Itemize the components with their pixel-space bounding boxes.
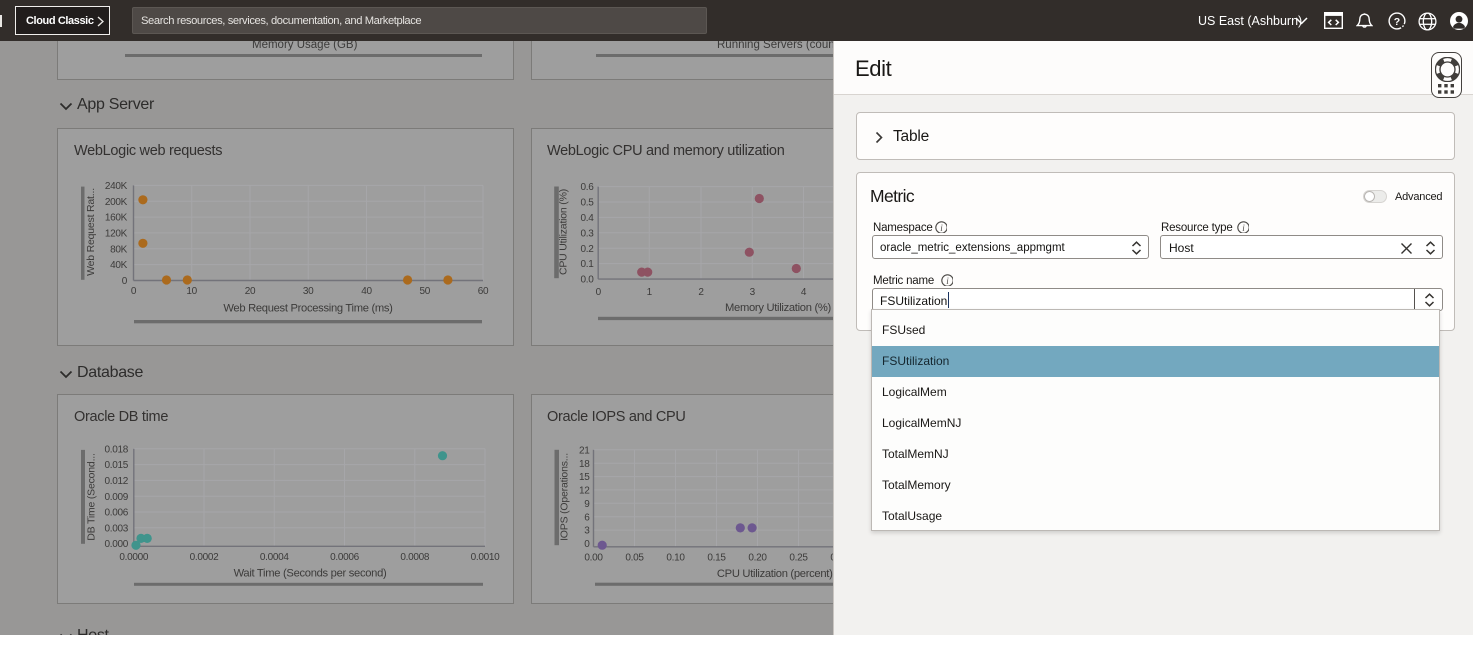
svg-text:0.3: 0.3 [580, 228, 594, 239]
svg-text:0.00: 0.00 [584, 553, 603, 564]
svg-text:0.4: 0.4 [580, 213, 594, 224]
svg-text:i: i [946, 276, 949, 286]
svg-text:200K: 200K [105, 197, 128, 208]
svg-text:0.009: 0.009 [104, 492, 128, 503]
svg-text:6: 6 [584, 512, 590, 523]
svg-text:0.0000: 0.0000 [119, 552, 149, 563]
svg-text:4: 4 [801, 287, 807, 298]
svg-text:0.012: 0.012 [104, 476, 128, 487]
svg-text:40: 40 [361, 286, 372, 297]
svg-text:Memory Utilization (%): Memory Utilization (%) [725, 302, 831, 314]
svg-text:0: 0 [584, 539, 590, 550]
svg-text:240K: 240K [105, 181, 128, 192]
svg-text:80K: 80K [110, 244, 128, 255]
svg-text:0.10: 0.10 [666, 553, 685, 564]
svg-text:18: 18 [579, 459, 590, 470]
svg-text:0.1: 0.1 [580, 259, 594, 270]
svg-text:0: 0 [596, 287, 602, 298]
svg-text:3: 3 [750, 287, 756, 298]
svg-text:0.003: 0.003 [104, 523, 128, 534]
svg-text:0.5: 0.5 [580, 198, 594, 209]
svg-text:IOPS (Operations...: IOPS (Operations... [559, 453, 571, 541]
svg-text:Web Request Processing Time (m: Web Request Processing Time (ms) [223, 303, 393, 315]
svg-text:0: 0 [122, 276, 128, 287]
svg-text:1: 1 [647, 287, 653, 298]
svg-text:0.015: 0.015 [104, 460, 128, 471]
svg-text:60: 60 [478, 286, 489, 297]
svg-text:2: 2 [698, 287, 704, 298]
svg-text:0.0: 0.0 [580, 275, 594, 286]
svg-text:0.0008: 0.0008 [400, 552, 430, 563]
svg-text:120K: 120K [105, 229, 128, 240]
svg-text:0.006: 0.006 [104, 508, 128, 519]
svg-text:0.000: 0.000 [104, 539, 128, 550]
svg-text:0.0004: 0.0004 [260, 552, 290, 563]
svg-text:0.018: 0.018 [104, 444, 128, 455]
svg-text:i: i [1242, 223, 1245, 233]
svg-text:Wait Time (Seconds per second): Wait Time (Seconds per second) [234, 568, 387, 580]
svg-text:0.6: 0.6 [580, 182, 594, 193]
svg-text:40K: 40K [110, 260, 128, 271]
svg-text:?: ? [1394, 16, 1400, 28]
svg-text:15: 15 [579, 472, 590, 483]
svg-text:10: 10 [186, 286, 197, 297]
svg-text:0.20: 0.20 [748, 553, 767, 564]
svg-text:0: 0 [131, 286, 137, 297]
svg-text:0.0010: 0.0010 [471, 552, 501, 563]
svg-text:21: 21 [579, 445, 590, 456]
svg-text:0.2: 0.2 [580, 244, 594, 255]
svg-text:20: 20 [245, 286, 256, 297]
svg-text:30: 30 [303, 286, 314, 297]
svg-text:Web Request Rat...: Web Request Rat... [85, 188, 97, 276]
svg-text:0.30: 0.30 [830, 553, 833, 564]
svg-text:i: i [940, 223, 943, 233]
svg-text:CPU Utilization (%): CPU Utilization (%) [558, 189, 570, 275]
svg-text:CPU Utilization (percent): CPU Utilization (percent) [717, 568, 833, 580]
svg-text:3: 3 [584, 526, 590, 537]
svg-text:0.15: 0.15 [707, 553, 726, 564]
svg-text:160K: 160K [105, 213, 128, 224]
svg-text:9: 9 [584, 499, 590, 510]
svg-text:0.0006: 0.0006 [330, 552, 360, 563]
svg-text:50: 50 [420, 286, 431, 297]
svg-text:0.25: 0.25 [789, 553, 808, 564]
svg-text:DB Time (Second...: DB Time (Second... [86, 453, 98, 540]
svg-text:0.0002: 0.0002 [190, 552, 220, 563]
svg-text:12: 12 [579, 486, 590, 497]
svg-text:0.05: 0.05 [625, 553, 644, 564]
